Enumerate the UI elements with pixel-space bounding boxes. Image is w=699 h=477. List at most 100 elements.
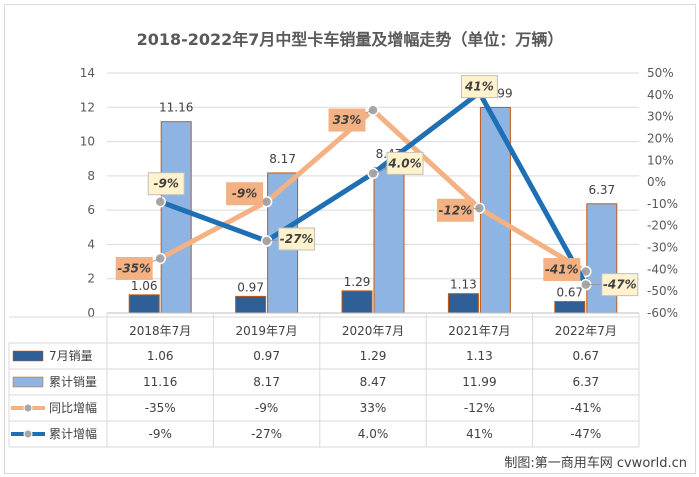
callout-label: -12% (439, 203, 473, 217)
callout-box (460, 75, 498, 99)
bar-data-label: 6.37 (588, 183, 615, 197)
callout-box (147, 172, 185, 196)
bar-data-label: 0.97 (237, 280, 264, 294)
table-cell-value: 1.29 (360, 349, 387, 363)
table-cell-value: 41% (466, 427, 493, 441)
data-callout: -9% (147, 172, 185, 202)
table-cell-value: 1.06 (147, 349, 174, 363)
right-axis-tick-label: -30% (647, 241, 678, 255)
table-cell-value: 8.17 (253, 375, 280, 389)
category-label: 2022年7月 (555, 324, 617, 338)
bar-data-label: 11.16 (159, 101, 193, 115)
callout-label: 4.0% (387, 156, 421, 170)
legend-series-name: 同比增幅 (49, 400, 97, 415)
callout-box (226, 182, 264, 206)
legend-key-bar (12, 350, 44, 362)
category-label: 2021年7月 (448, 324, 510, 338)
bar-cumulative-sales (160, 121, 192, 314)
bar-data-label: 1.06 (131, 279, 158, 293)
callout-label: -9% (154, 177, 179, 191)
callout-label: 41% (464, 80, 494, 94)
yoy-growth-point (154, 252, 166, 265)
right-axis-tick-label: 0% (647, 175, 666, 189)
left-axis-tick-label: 10 (80, 135, 95, 149)
left-axis-tick-label: 2 (87, 272, 95, 286)
chart-canvas: 2018-2022年7月中型卡车销量及增幅走势（单位：万辆） 0 2 4 6 8 10 12 1… (8, 30, 687, 471)
callout-box (543, 258, 581, 282)
bar-data-label: 1.13 (450, 278, 477, 292)
legend-series-name: 累计销量 (49, 375, 97, 389)
table-cell-value: -9% (149, 427, 172, 441)
callout-label: -47% (603, 278, 637, 292)
chart-title: 2018-2022年7月中型卡车销量及增幅走势（单位：万辆） (137, 30, 564, 49)
data-callout: -41% (543, 258, 586, 282)
data-callout: -12% (436, 198, 480, 222)
callout-label: -27% (280, 232, 314, 246)
right-axis-tick-label: 10% (647, 153, 674, 167)
data-callout: -9% (226, 182, 267, 206)
callout-box (115, 256, 153, 280)
right-axis-tick-label: -50% (647, 284, 678, 298)
data-callout: 4.0% (372, 151, 424, 175)
right-axis-tick-label: -60% (647, 306, 678, 320)
left-axis-tick-label: 0 (87, 306, 95, 320)
data-callout: -35% (115, 256, 161, 280)
legend-key-marker (23, 429, 33, 439)
callout-box (436, 198, 474, 222)
callout-box (601, 273, 639, 297)
data-callout: 41% (460, 75, 498, 99)
data-callout: -27% (266, 227, 316, 251)
category-label: 2020年7月 (342, 324, 404, 338)
left-axis-tick-label: 8 (87, 169, 95, 183)
bar-data-label: 0.67 (556, 286, 583, 300)
left-axis-tick-label: 14 (80, 66, 95, 80)
callout-box (386, 151, 424, 175)
callout-label: -9% (232, 187, 257, 201)
callout-label: -41% (545, 263, 579, 277)
table-cell-value: 0.67 (572, 349, 599, 363)
callout-box (328, 108, 366, 132)
right-axis-tick-label: 40% (647, 88, 674, 102)
table-cell-value: 11.99 (462, 375, 496, 389)
bar-monthly-sales (447, 293, 479, 314)
yoy-growth-line (159, 107, 588, 274)
table-cell-value: 0.97 (253, 349, 280, 363)
table-cell-value: -41% (570, 401, 601, 415)
cumulative-growth-line (159, 90, 588, 286)
callout-label: -35% (117, 261, 151, 275)
table-cell-value: -9% (255, 401, 278, 415)
category-label: 2019年7月 (236, 324, 298, 338)
legend-key-marker (23, 403, 33, 413)
chart-credit: 制图:第一商用车网 cvworld.cn (504, 455, 687, 471)
table-cell-value: 4.0% (358, 427, 389, 441)
right-axis-tick-label: -40% (647, 262, 678, 276)
table-cell-value: -35% (145, 401, 176, 415)
bar-cumulative-sales (373, 167, 405, 314)
callout-box (278, 227, 316, 251)
callout-label: 33% (333, 113, 362, 127)
legend-key-bar (12, 376, 44, 388)
table-cell-value: 6.37 (572, 375, 599, 389)
right-axis-tick-label: 50% (647, 66, 674, 80)
bar-data-label: 8.17 (269, 152, 296, 166)
category-label: 2018年7月 (129, 324, 191, 338)
legend-series-name: 累计增幅 (49, 426, 97, 441)
left-axis-tick-label: 12 (80, 100, 95, 114)
table-cell-value: -27% (251, 427, 282, 441)
right-axis-tick-label: -10% (647, 197, 678, 211)
bar-monthly-sales (341, 290, 373, 314)
data-callout: -47% (585, 273, 639, 297)
data-callout: 33% (328, 108, 374, 132)
right-axis-tick-label: -20% (647, 219, 678, 233)
right-axis-tick-label: 20% (647, 131, 674, 145)
bar-monthly-sales (235, 295, 267, 314)
bar-monthly-sales (128, 294, 160, 314)
left-axis-tick-label: 4 (87, 237, 95, 251)
table-cell-value: 1.13 (466, 349, 493, 363)
left-axis-tick-label: 6 (87, 203, 95, 217)
bar-data-label: 1.29 (344, 275, 371, 289)
right-axis-tick-label: 30% (647, 110, 674, 124)
bar-cumulative-sales (586, 203, 618, 314)
table-cell-value: -47% (570, 427, 601, 441)
bar-monthly-sales (554, 301, 586, 314)
